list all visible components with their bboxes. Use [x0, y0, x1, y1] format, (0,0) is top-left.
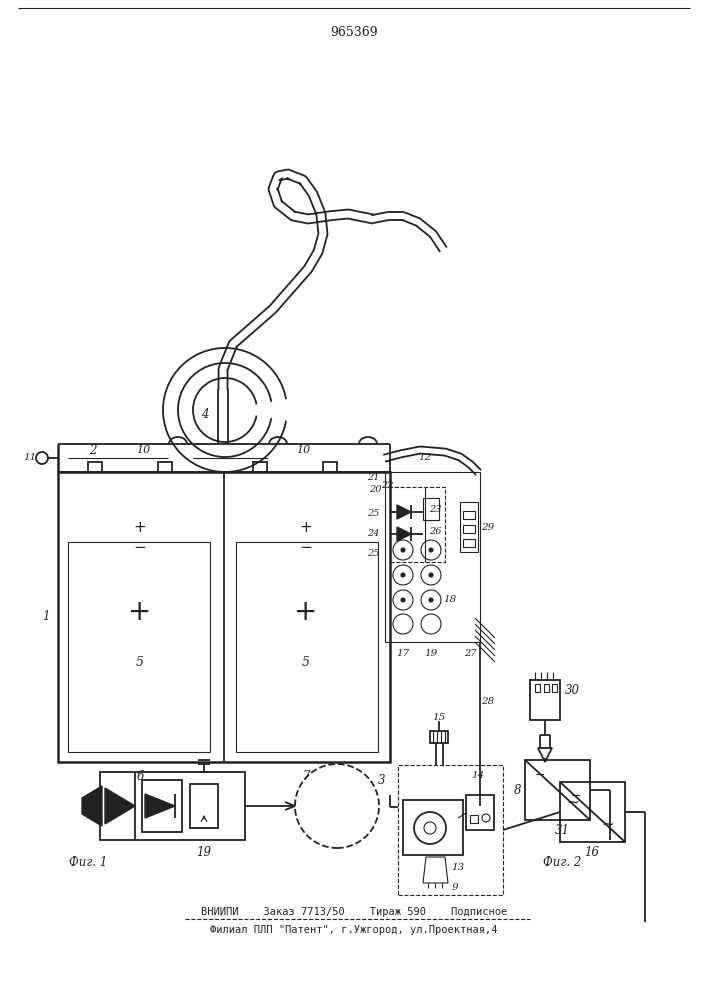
Text: 20: 20 [369, 486, 381, 494]
Polygon shape [82, 786, 102, 826]
Text: +: + [300, 520, 312, 534]
Text: 30: 30 [564, 684, 580, 696]
Text: 21: 21 [367, 473, 379, 482]
Text: 1: 1 [42, 610, 49, 624]
Bar [88, 462, 102, 472]
Text: 9: 9 [452, 882, 458, 892]
Text: −: − [571, 790, 581, 802]
Circle shape [401, 573, 405, 577]
Text: 10: 10 [136, 445, 150, 455]
Text: −: − [534, 768, 545, 782]
Bar [323, 462, 337, 472]
Text: 7: 7 [303, 770, 310, 782]
Text: Фиг. 2: Фиг. 2 [543, 856, 581, 868]
Text: 965369: 965369 [330, 25, 378, 38]
Bar [253, 462, 267, 472]
Text: 27: 27 [464, 650, 477, 658]
Circle shape [401, 548, 405, 552]
Bar [530, 680, 560, 720]
Bar [430, 731, 448, 743]
Text: 17: 17 [397, 650, 409, 658]
Bar [100, 772, 245, 840]
Bar [466, 795, 494, 830]
Text: 11: 11 [23, 454, 37, 462]
Text: 22: 22 [381, 482, 393, 490]
Polygon shape [397, 505, 411, 519]
Text: 18: 18 [443, 595, 457, 604]
Bar [158, 462, 172, 472]
Text: 25: 25 [367, 550, 379, 558]
Bar [525, 760, 590, 820]
Text: 3: 3 [378, 774, 386, 786]
Bar [403, 800, 463, 855]
Bar [236, 542, 378, 752]
Text: +: + [294, 598, 317, 626]
Text: 23: 23 [428, 504, 441, 514]
Text: 10: 10 [296, 445, 310, 455]
Bar [463, 525, 475, 533]
Polygon shape [145, 794, 175, 818]
Text: 28: 28 [481, 698, 495, 706]
Text: 14: 14 [472, 770, 484, 780]
Bar [398, 765, 503, 895]
Polygon shape [105, 788, 135, 824]
Text: −: − [134, 540, 146, 554]
Bar [190, 784, 218, 828]
Bar [463, 511, 475, 519]
Circle shape [429, 548, 433, 552]
Text: 4: 4 [201, 408, 209, 420]
Circle shape [429, 598, 433, 602]
Circle shape [401, 598, 405, 602]
Text: ~: ~ [602, 816, 614, 832]
Text: 25: 25 [367, 510, 379, 518]
Bar [544, 684, 549, 692]
Text: +: + [128, 598, 152, 626]
Text: 19: 19 [424, 650, 438, 658]
Text: 15: 15 [433, 712, 445, 722]
Text: 5: 5 [302, 656, 310, 668]
Bar [460, 502, 478, 552]
Bar [560, 782, 625, 842]
Text: 5: 5 [136, 656, 144, 668]
Bar [535, 684, 540, 692]
Text: ~: ~ [566, 794, 579, 810]
Bar [68, 542, 210, 752]
Bar [470, 815, 478, 823]
Bar [385, 472, 480, 642]
Text: Филиал ПЛП "Патент", г.Ужгород, ул.Проектная,4: Филиал ПЛП "Патент", г.Ужгород, ул.Проек… [210, 925, 498, 935]
Circle shape [429, 573, 433, 577]
Bar [390, 487, 445, 562]
Text: 2: 2 [89, 444, 97, 456]
Bar [463, 539, 475, 547]
Text: 8: 8 [514, 784, 522, 796]
Bar [552, 684, 557, 692]
Text: 31: 31 [554, 824, 570, 836]
Text: 12: 12 [419, 454, 432, 462]
Text: 26: 26 [428, 528, 441, 536]
Text: +: + [134, 520, 146, 534]
Bar [58, 472, 390, 762]
Text: 16: 16 [585, 846, 600, 858]
Text: 13: 13 [451, 862, 464, 871]
Text: 6: 6 [136, 770, 144, 782]
Text: 29: 29 [481, 522, 495, 532]
Bar [142, 780, 182, 832]
Text: 24: 24 [367, 530, 379, 538]
Text: Фиг. 1: Фиг. 1 [69, 856, 107, 868]
Text: 19: 19 [197, 846, 211, 858]
Text: ВНИИПИ    Заказ 7713/50    Тираж 590    Подписное: ВНИИПИ Заказ 7713/50 Тираж 590 Подписное [201, 907, 507, 917]
Polygon shape [397, 527, 411, 541]
Text: −: − [300, 540, 312, 554]
Bar [423, 498, 439, 520]
